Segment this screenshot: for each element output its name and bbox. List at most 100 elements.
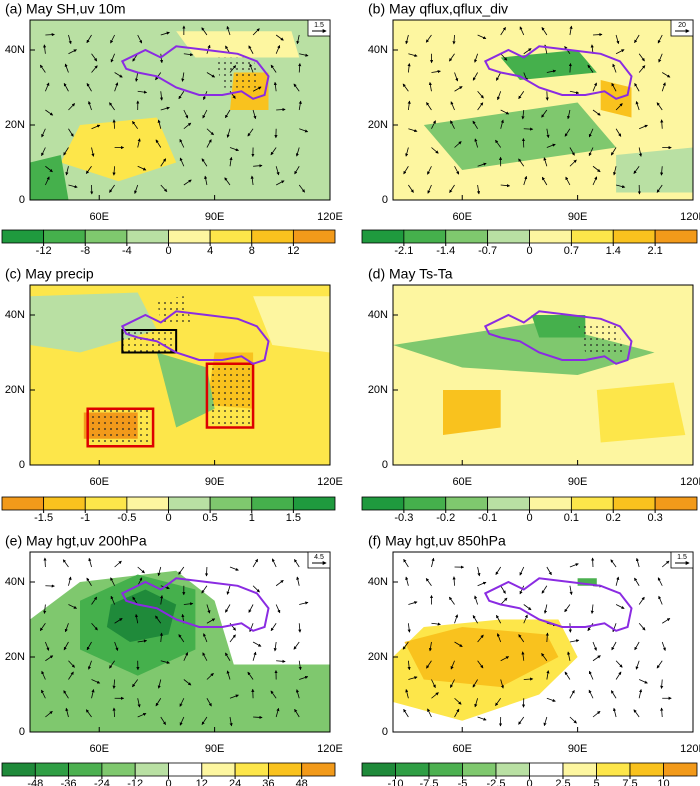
wind-vector xyxy=(546,69,557,73)
wind-vector xyxy=(229,65,237,73)
wind-vector xyxy=(137,34,143,44)
wind-vector xyxy=(43,604,47,614)
wind-vector xyxy=(472,679,478,688)
wind-vector xyxy=(293,83,300,92)
colorbar-label: 10 xyxy=(657,778,669,786)
wind-vector xyxy=(634,641,640,651)
colorbar-box xyxy=(43,229,86,244)
colorbar-label: -0.5 xyxy=(117,512,136,524)
wind-vector xyxy=(403,708,409,718)
colorbar-box xyxy=(301,762,336,777)
wind-vector xyxy=(159,632,163,643)
colorbar-label: -12 xyxy=(127,778,143,786)
y-tick-label: 20N xyxy=(368,119,388,131)
wind-vector xyxy=(252,558,259,568)
wind-vector xyxy=(405,576,409,586)
y-tick-label: 0 xyxy=(19,194,25,206)
wind-vector xyxy=(112,679,116,689)
colorbar-label: 2.5 xyxy=(555,778,570,786)
wind-vector xyxy=(431,147,439,154)
wind-vector xyxy=(65,707,69,718)
x-tick-label: 60E xyxy=(89,743,109,755)
wind-vector xyxy=(569,25,573,36)
wind-vector xyxy=(431,622,441,626)
wind-vector xyxy=(657,34,663,44)
wind-vector xyxy=(477,716,487,721)
wind-vector xyxy=(137,639,148,643)
colorbar-box xyxy=(292,229,336,244)
wind-vector xyxy=(638,124,648,130)
colorbar-box xyxy=(487,496,530,511)
colorbar-label: -7.5 xyxy=(420,778,439,786)
colorbar-label: 0 xyxy=(526,512,532,524)
wind-vector xyxy=(110,595,115,605)
colorbar-box xyxy=(168,229,211,244)
wind-vector xyxy=(425,34,432,43)
panel-title: (d) May Ts-Ta xyxy=(368,266,453,282)
wind-vector xyxy=(452,34,456,45)
wind-vector xyxy=(431,557,435,568)
wind-vector xyxy=(252,585,260,593)
wind-vector xyxy=(454,614,459,624)
wind-vector xyxy=(477,634,484,643)
wind-vector xyxy=(270,623,277,632)
colorbar-box xyxy=(34,762,69,777)
y-tick-label: 20N xyxy=(5,651,25,663)
wind-vector xyxy=(249,63,254,73)
wind-vector xyxy=(657,577,663,586)
wind-vector xyxy=(134,613,139,624)
wind-vector xyxy=(565,176,571,186)
colorbar-box xyxy=(445,496,489,511)
wind-vector xyxy=(402,83,409,92)
wind-vector xyxy=(402,641,409,650)
wind-vector xyxy=(68,671,74,680)
wind-vector xyxy=(253,164,263,168)
colorbar-label: -0.2 xyxy=(436,512,455,524)
wind-vector xyxy=(408,53,418,57)
wind-vector xyxy=(660,166,664,176)
wind-vector xyxy=(86,577,92,586)
wind-vector xyxy=(65,166,69,176)
wind-vector xyxy=(592,32,603,37)
colorbar-label: -1.4 xyxy=(436,245,455,257)
wind-vector xyxy=(132,679,139,688)
wind-vector xyxy=(224,177,231,186)
wind-vector xyxy=(428,81,432,92)
wind-vector xyxy=(68,49,77,55)
wind-vector xyxy=(247,128,254,137)
wind-vector xyxy=(541,27,548,36)
wind-vector xyxy=(541,109,548,118)
wind-vector xyxy=(477,581,487,587)
wind-vector xyxy=(449,53,455,62)
wind-vector xyxy=(203,633,208,643)
wind-vector xyxy=(610,559,617,568)
wind-vector xyxy=(179,157,185,167)
colorbar-label: 8 xyxy=(249,245,255,257)
colorbar-box xyxy=(462,762,497,777)
colorbar-box xyxy=(612,496,656,511)
x-tick-label: 90E xyxy=(568,476,588,488)
wind-vector xyxy=(615,604,625,609)
wind-vector xyxy=(229,694,239,699)
wind-vector xyxy=(634,34,640,44)
wind-vector xyxy=(592,109,601,116)
wind-vector xyxy=(496,633,502,643)
field-area xyxy=(531,315,586,338)
wind-vector xyxy=(183,122,192,130)
wind-vector xyxy=(114,72,123,78)
colorbar-label: 0.7 xyxy=(564,245,579,257)
wind-vector xyxy=(569,585,573,596)
y-tick-label: 20N xyxy=(368,651,388,663)
wind-vector xyxy=(294,558,300,568)
wind-vector xyxy=(658,595,663,605)
wind-vector xyxy=(454,166,460,175)
colorbar-label: 48 xyxy=(296,778,308,786)
colorbar-box xyxy=(570,496,614,511)
wind-vector xyxy=(519,26,525,36)
wind-vector xyxy=(500,26,506,36)
wind-vector xyxy=(225,109,231,119)
wind-vector xyxy=(276,107,286,112)
wind-vector xyxy=(295,689,300,699)
wind-vector xyxy=(114,560,122,568)
wind-vector xyxy=(110,577,115,586)
